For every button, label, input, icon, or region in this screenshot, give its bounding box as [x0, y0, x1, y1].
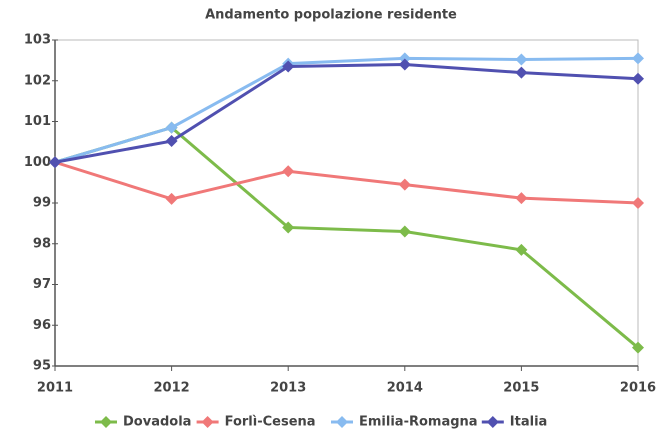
- data-point: [165, 121, 178, 134]
- x-tick-label: 2016: [620, 381, 656, 396]
- data-point: [515, 53, 528, 66]
- x-tick-label: 2012: [154, 381, 190, 396]
- data-point: [165, 135, 178, 148]
- legend-label: Dovadola: [123, 415, 191, 430]
- series-line: [54, 125, 639, 349]
- data-point: [632, 52, 644, 65]
- data-point: [632, 197, 644, 209]
- legend-label: Italia: [510, 415, 548, 430]
- y-tick-label: 103: [24, 33, 51, 48]
- y-tick-label: 98: [33, 236, 51, 251]
- data-point: [515, 66, 528, 79]
- data-point: [515, 243, 528, 256]
- data-point: [165, 192, 178, 205]
- data-point: [398, 178, 411, 191]
- y-tick-label: 99: [33, 196, 51, 211]
- data-point: [398, 225, 411, 238]
- y-tick-label: 96: [33, 318, 51, 333]
- data-point: [49, 156, 61, 169]
- data-point: [398, 58, 411, 71]
- data-point: [282, 60, 295, 73]
- chart-title: Andamento popolazione residente: [205, 8, 457, 23]
- plot-frame: [54, 39, 639, 367]
- data-point: [282, 165, 295, 178]
- data-point: [515, 192, 528, 205]
- data-point: [398, 52, 411, 65]
- legend-label: Emilia-Romagna: [359, 415, 478, 430]
- series-line: [54, 62, 639, 164]
- x-tick-label: 2014: [387, 381, 423, 396]
- data-point: [282, 221, 295, 234]
- legend-marker: [100, 416, 112, 428]
- legend-marker: [486, 416, 499, 428]
- data-point: [632, 341, 644, 354]
- legend-label: Forlì-Cesena: [225, 415, 316, 430]
- legend-marker: [201, 416, 214, 428]
- y-tick-label: 102: [24, 73, 51, 88]
- series-line: [54, 56, 639, 164]
- x-tick-label: 2013: [270, 381, 306, 396]
- x-tick-label: 2011: [37, 381, 73, 396]
- data-point: [632, 72, 644, 85]
- legend-marker: [336, 416, 348, 428]
- y-tick-label: 101: [24, 114, 51, 129]
- x-tick-label: 2015: [503, 381, 539, 396]
- y-tick-label: 97: [33, 277, 51, 292]
- series-line: [54, 160, 639, 205]
- y-tick-label: 95: [33, 359, 51, 374]
- y-tick-label: 100: [24, 155, 51, 170]
